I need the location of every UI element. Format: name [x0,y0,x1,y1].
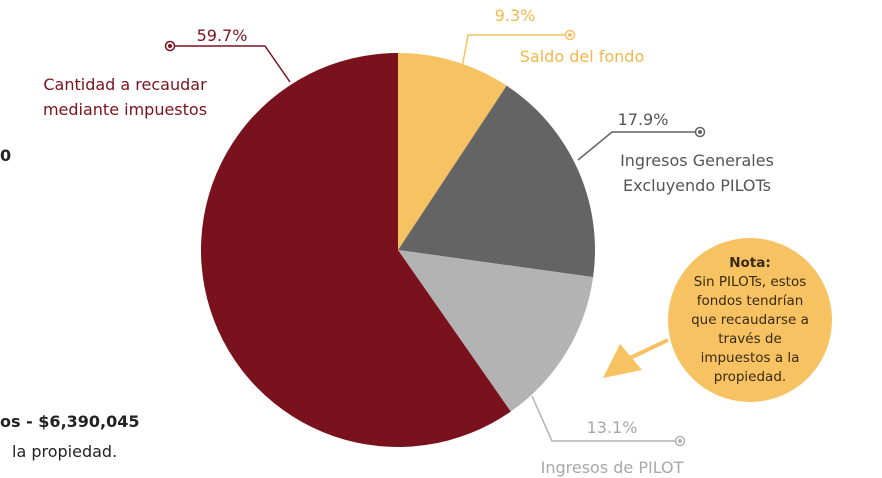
value-label: 17.9% [617,110,669,129]
cropped-text: la propiedad. [12,442,118,461]
pie-slice [200,53,511,448]
leader-dot-inner [568,33,572,37]
pie-slice [398,250,594,412]
leader-dot-inner [168,44,172,48]
leader-line [577,131,700,161]
leader-line [531,395,680,442]
leader-line [461,34,570,69]
cropped-text: 0 [0,146,12,165]
value-label: 59.7% [196,26,248,45]
slice-label: Saldo del fondo [519,47,645,66]
pie-slice [398,85,595,278]
note-title: Nota: [729,254,771,271]
note-bubble [668,238,832,402]
note-text: Sin PILOTs, estos fondos tendrían que re… [691,273,809,385]
slice-label: Ingresos Generales Excluyendo PILOTs [620,151,774,195]
leader-dot-inner [678,439,682,443]
value-label: 13.1% [586,418,638,437]
slice-label: Ingresos de PILOT [540,458,684,477]
note: Nota: Sin PILOTs, estos fondos tendrían … [668,238,832,402]
arrow-head [603,344,642,378]
value-label: 9.3% [494,6,536,25]
slice-label: Cantidad a recaudar mediante impuestos [42,75,208,119]
leader-line [170,45,291,83]
leader-dot-inner [698,130,702,134]
pie-slice [398,53,507,250]
cropped-text: os - $6,390,045 [0,412,140,431]
arrow-line [629,338,669,360]
